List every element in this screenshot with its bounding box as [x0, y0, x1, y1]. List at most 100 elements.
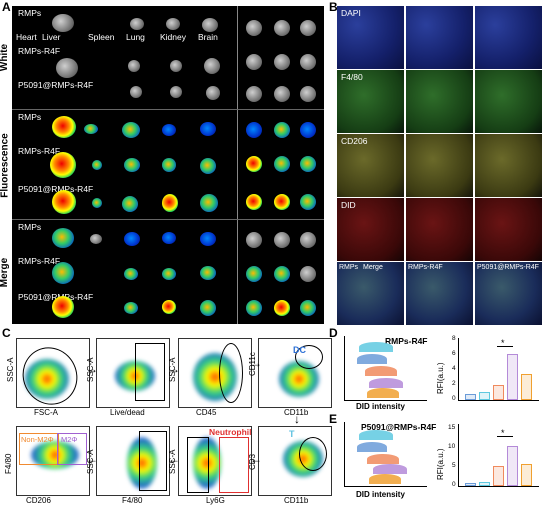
bar: [521, 374, 532, 400]
group-label: RMPs: [18, 222, 42, 232]
group-label: P5091@RMPs-R4F: [18, 80, 94, 90]
tumor-merge: [246, 300, 262, 316]
organ-fluorescence: [162, 124, 176, 136]
organ-image: [130, 86, 142, 98]
bar-chart-d: *: [458, 338, 539, 401]
merge-label: Merge: [363, 264, 383, 271]
tumor-fluorescence: [300, 156, 316, 172]
organ-label-lung: Lung: [126, 32, 145, 42]
bar: [507, 446, 518, 486]
group-label: P5091@RMPs-R4F: [477, 264, 539, 271]
flow-plot-f4-80-cd206: Non-M2Φ M2Φ: [16, 426, 90, 496]
organ-merge: [52, 228, 74, 248]
bar: [465, 393, 476, 400]
tumor-image: [274, 86, 290, 102]
organ-image: [202, 18, 218, 32]
y-tick: 2: [452, 380, 456, 387]
histogram-d: RMPs-R4F: [344, 336, 428, 401]
group-label: P5091@RMPs-R4F: [18, 292, 94, 302]
flow-plot-ly6g: Neutrophil: [178, 426, 252, 496]
tumor-merge: [300, 300, 316, 316]
gate-label-non-m2: Non-M2Φ: [21, 435, 54, 444]
tumor-fluorescence: [274, 122, 290, 138]
organ-merge: [52, 262, 74, 284]
flow-plot-f4-80-ssc: [96, 426, 170, 496]
panel-a-row-divider: [12, 219, 324, 220]
y-tick: 4: [452, 365, 456, 372]
f4-80-image: [475, 70, 542, 133]
y-tick: 5: [452, 462, 456, 469]
y-tick: 0: [452, 481, 456, 488]
organ-label-kidney: Kidney: [160, 32, 186, 42]
axis-label-cd11b: CD11b: [284, 496, 309, 505]
axis-label-f4-80: F4/80: [4, 453, 13, 474]
dapi-image: [475, 6, 542, 69]
significance-star: *: [501, 428, 505, 438]
row-label-merge: Merge: [0, 257, 11, 288]
organ-fluorescence: [52, 190, 76, 214]
tumor-fluorescence: [300, 194, 316, 210]
gate-label-t: T: [289, 429, 295, 439]
organ-label-spleen: Spleen: [88, 32, 115, 42]
panel-a-letter: A: [2, 0, 11, 14]
y-tick: 8: [452, 335, 456, 342]
organ-fluorescence: [200, 194, 218, 212]
histogram-trace: [365, 366, 397, 376]
organ-image: [170, 60, 182, 72]
histogram-trace: [369, 474, 401, 484]
flow-plot-cd45: [178, 338, 252, 408]
tumor-merge: [300, 266, 316, 282]
organ-merge: [124, 268, 138, 280]
merge-image: RMPs Merge: [337, 262, 404, 325]
stain-label: DID: [341, 200, 356, 210]
histogram-trace: [359, 342, 393, 352]
organ-merge: [90, 234, 102, 244]
tumor-merge: [274, 300, 290, 316]
panel-a-divider: [237, 6, 238, 324]
organ-merge: [124, 232, 140, 246]
panel-b-letter: B: [329, 0, 338, 14]
gate-label-m2: M2Φ: [61, 435, 78, 444]
organ-merge: [162, 300, 176, 314]
tumor-image: [246, 54, 262, 70]
row-label-white: White: [0, 43, 11, 72]
histogram-trace: [357, 442, 387, 452]
dapi-image: [406, 6, 473, 69]
panel-e-letter: E: [329, 412, 338, 426]
organ-label-heart: Heart: [16, 32, 37, 42]
organ-merge: [162, 268, 176, 280]
axis-label-rfi: RFI(a.u.): [436, 448, 445, 480]
tumor-merge: [274, 266, 290, 282]
organ-fluorescence: [92, 160, 102, 170]
histogram-title: RMPs-R4F: [385, 336, 428, 346]
dapi-image: DAPI: [337, 6, 404, 69]
tumor-fluorescence: [246, 122, 262, 138]
panel-b-immunofluorescence: DAPI F4/80 CD206 DID RMPs Merge RMPs-R4F…: [337, 6, 542, 325]
organ-fluorescence: [162, 158, 176, 172]
stain-label: DAPI: [341, 8, 361, 18]
significance-bracket: [497, 436, 513, 437]
tumor-image: [300, 54, 316, 70]
y-tick: 10: [448, 443, 456, 450]
axis-label-did: DID intensity: [356, 402, 405, 411]
significance-star: *: [501, 338, 505, 348]
merge-image: P5091@RMPs-R4F: [475, 262, 542, 325]
flow-plot-fsc-ssc: [16, 338, 90, 408]
y-tick: 0: [452, 395, 456, 402]
organ-image: [206, 86, 220, 100]
tumor-merge: [246, 266, 262, 282]
tumor-merge: [300, 232, 316, 248]
tumor-image: [274, 54, 290, 70]
histogram-e: P5091@RMPs-R4F: [344, 422, 436, 487]
flow-plot-cd11c: DC: [258, 338, 332, 408]
tumor-fluorescence: [246, 156, 262, 172]
group-label: RMPs-R4F: [18, 146, 61, 156]
arrow-icon: ←: [250, 452, 262, 466]
tumor-fluorescence: [300, 122, 316, 138]
arrow-icon: →: [168, 362, 180, 376]
row-label-fluorescence: Fluorescence: [0, 132, 11, 198]
group-label: RMPs: [18, 112, 42, 122]
organ-label-brain: Brain: [198, 32, 218, 42]
axis-label-cd45: CD45: [196, 408, 217, 417]
organ-fluorescence: [122, 196, 138, 212]
